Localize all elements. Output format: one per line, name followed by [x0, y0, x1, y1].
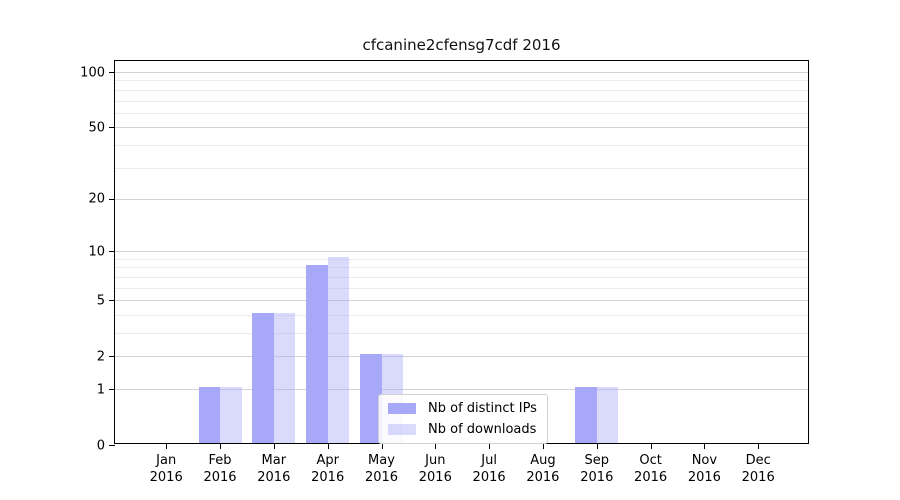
x-tick-apr: [327, 443, 329, 449]
plot-area: 0 1 2 5 10 20 50 100 Jan 2016 Feb 2016 Mar 2016 Apr 20…: [80, 60, 809, 485]
x-tick-label-apr: Apr 2016: [311, 453, 345, 485]
gridline-minor-8: [115, 267, 808, 269]
legend-entry-distinct-ips: Nb of distinct IPs: [388, 401, 537, 416]
y-tick-label-5: 5: [96, 293, 105, 309]
x-tick-year-apr: 2016: [311, 470, 345, 485]
x-tick-aug: [542, 443, 544, 449]
y-tick-label-0: 0: [96, 438, 105, 453]
y-tick-2: [109, 356, 115, 358]
gridline-minor-9: [115, 258, 808, 260]
x-tick-jul: [489, 443, 491, 449]
x-tick-label-oct: Oct 2016: [634, 453, 668, 485]
y-tick-1: [109, 389, 115, 390]
x-tick-jun: [435, 443, 437, 449]
chart-title: cfcanine2cfensg7cdf 2016: [362, 36, 561, 54]
gridline-major-100: [115, 72, 808, 73]
gridline-major-2: [115, 356, 808, 358]
x-tick-nov: [704, 443, 706, 449]
bar-downloads-mar: [273, 312, 296, 443]
y-tick-label-2: 2: [96, 349, 105, 365]
gridline-minor-40: [115, 144, 808, 146]
y-tick-10: [109, 251, 115, 253]
x-tick-year-dec: 2016: [741, 470, 775, 485]
gridline-major-20: [115, 198, 808, 200]
gridline-major-5: [115, 300, 808, 302]
x-tick-year-feb: 2016: [203, 470, 237, 485]
gridline-minor-90: [115, 80, 808, 82]
bar-downloads-apr: [327, 256, 350, 443]
y-tick-label-20: 20: [88, 191, 105, 207]
x-tick-label-dec: Dec 2016: [741, 453, 775, 485]
x-tick-jan: [166, 443, 168, 449]
x-tick-label-feb: Feb 2016: [203, 453, 237, 485]
x-tick-label-aug: Aug 2016: [526, 453, 560, 485]
x-tick-year-jul: 2016: [472, 470, 506, 485]
gridline-minor-4: [115, 314, 808, 316]
x-tick-mar: [273, 443, 275, 449]
bar-distinct-ips-feb: [198, 387, 220, 443]
gridline-minor-60: [115, 112, 808, 114]
legend-label-downloads: Nb of downloads: [428, 422, 537, 437]
y-tick-50: [109, 127, 115, 129]
y-tick-100: [109, 72, 115, 73]
x-tick-year-jun: 2016: [418, 470, 452, 485]
x-tick-year-mar: 2016: [257, 470, 291, 485]
x-tick-sep: [596, 443, 598, 449]
y-tick-label-1: 1: [96, 382, 105, 397]
x-tick-year-nov: 2016: [687, 470, 721, 485]
y-tick-0: [109, 445, 115, 446]
x-tick-label-jun: Jun 2016: [418, 453, 452, 485]
y-tick-5: [109, 300, 115, 302]
bar-distinct-ips-sep: [575, 387, 597, 443]
gridline-minor-6: [115, 287, 808, 289]
gridline-minor-70: [115, 100, 808, 102]
x-tick-dec: [758, 443, 760, 449]
x-tick-year-sep: 2016: [580, 470, 614, 485]
x-tick-year-oct: 2016: [634, 470, 668, 485]
y-tick-20: [109, 198, 115, 200]
x-tick-year-jan: 2016: [149, 470, 183, 485]
gridline-minor-3: [115, 333, 808, 334]
legend-entry-downloads: Nb of downloads: [388, 422, 537, 437]
x-tick-label-jul: Jul 2016: [472, 453, 506, 485]
x-tick-feb: [220, 443, 221, 449]
x-tick-label-sep: Sep 2016: [580, 453, 614, 485]
bar-distinct-ips-mar: [252, 312, 274, 443]
bar-distinct-ips-may: [360, 354, 382, 443]
x-tick-label-mar: Mar 2016: [257, 453, 291, 485]
y-tick-label-50: 50: [88, 120, 105, 136]
gridline-major-10: [115, 251, 808, 253]
x-tick-label-may: May 2016: [364, 453, 399, 485]
legend-label-distinct-ips: Nb of distinct IPs: [428, 401, 537, 416]
x-tick-oct: [650, 443, 652, 449]
bar-downloads-feb: [220, 387, 242, 443]
gridline-major-1: [115, 389, 808, 390]
x-tick-label-jan: Jan 2016: [149, 453, 183, 485]
bar-downloads-sep: [596, 387, 619, 443]
gridline-major-50: [115, 127, 808, 129]
gridline-minor-7: [115, 276, 808, 278]
legend-swatch-downloads: [388, 424, 416, 435]
gridline-minor-80: [115, 89, 808, 91]
bar-distinct-ips-apr: [306, 265, 328, 443]
x-tick-year-aug: 2016: [526, 470, 560, 485]
legend: Nb of distinct IPs Nb of downloads: [378, 394, 548, 444]
gridline-minor-30: [115, 167, 808, 169]
x-tick-year-may: 2016: [364, 470, 399, 485]
x-tick-label-nov: Nov 2016: [687, 453, 721, 485]
legend-swatch-distinct-ips: [388, 403, 416, 414]
y-tick-label-10: 10: [88, 244, 105, 260]
x-tick-may: [381, 443, 383, 449]
y-tick-label-100: 100: [80, 65, 105, 80]
